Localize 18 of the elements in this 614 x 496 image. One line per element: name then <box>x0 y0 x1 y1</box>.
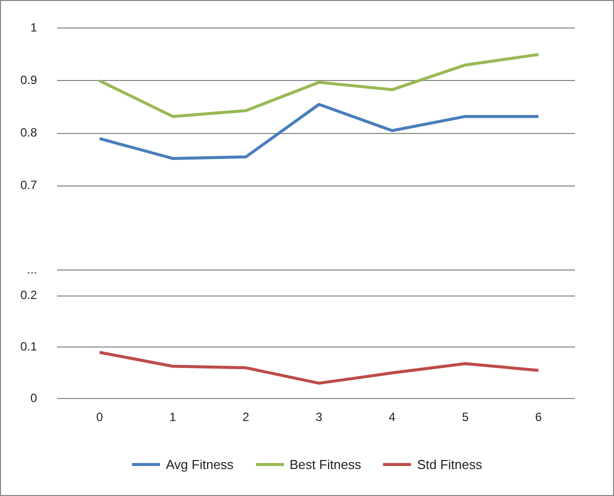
x-tick-label: 0 <box>96 410 104 424</box>
x-tick-label: 3 <box>316 410 323 424</box>
y-tick-label: ... <box>26 262 37 277</box>
legend-label: Std Fitness <box>417 457 482 472</box>
legend-label: Avg Fitness <box>166 457 234 472</box>
y-tick-label: 1 <box>30 20 38 35</box>
x-tick-label: 1 <box>169 410 176 424</box>
y-tick-label: 0.2 <box>20 288 38 302</box>
y-tick-label: 0.8 <box>20 126 38 140</box>
legend-label: Best Fitness <box>290 457 362 472</box>
y-tick-label: 0.7 <box>20 178 38 192</box>
y-tick-label: 0.1 <box>20 340 38 354</box>
x-tick-label: 2 <box>242 410 250 424</box>
x-tick-label: 6 <box>535 410 542 424</box>
y-tick-label: 0.9 <box>20 73 38 88</box>
x-tick-label: 4 <box>388 410 396 424</box>
x-tick-label: 5 <box>462 410 469 424</box>
y-tick-label: 0 <box>30 390 38 405</box>
